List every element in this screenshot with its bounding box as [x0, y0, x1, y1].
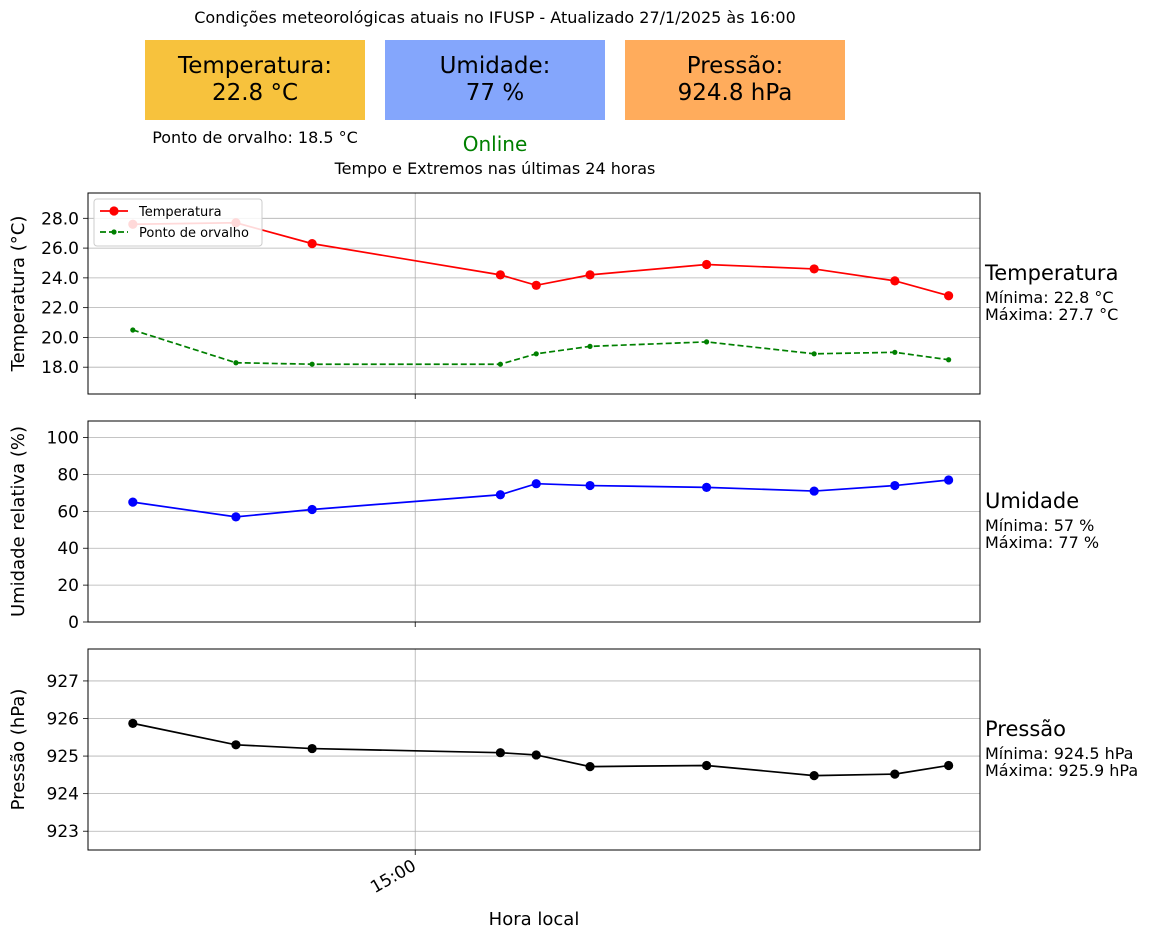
data-point — [495, 270, 505, 280]
data-point — [533, 351, 539, 357]
data-point — [892, 349, 898, 355]
data-point — [495, 748, 505, 758]
side-max-label: Máxima: 27.7 °C — [985, 305, 1118, 324]
plot-frame — [87, 420, 981, 623]
data-point — [703, 339, 710, 345]
data-point — [307, 743, 317, 754]
humidity-card: Umidade: 77 % — [385, 40, 605, 120]
y-tick-label: 925 — [47, 747, 79, 767]
side-title: Pressão — [985, 717, 1066, 741]
side-title: Umidade — [985, 489, 1079, 513]
y-tick-label: 60 — [57, 502, 79, 522]
data-point — [811, 351, 817, 357]
data-point — [944, 760, 954, 771]
data-point — [233, 360, 239, 366]
y-tick-label: 923 — [47, 822, 79, 842]
data-point — [231, 740, 241, 750]
y-tick-label: 100 — [47, 429, 79, 449]
y-tick-label: 18.0 — [41, 358, 79, 378]
series-line-2-0 — [132, 722, 949, 777]
data-point — [307, 239, 317, 249]
data-point — [531, 479, 541, 489]
data-point — [585, 761, 595, 772]
humidity-card-label: Umidade: — [439, 53, 551, 79]
y-tick-label: 924 — [47, 785, 79, 805]
y-tick-label: 26.0 — [41, 239, 79, 259]
series-line-1-0 — [132, 479, 949, 518]
legend-label-0: Temperatura — [138, 205, 222, 220]
pressure-card-value: 924.8 hPa — [677, 80, 793, 106]
x-tick-label: 15:00 — [367, 856, 419, 898]
data-point — [130, 327, 136, 333]
y-axis-label: Pressão (hPa) — [8, 689, 29, 811]
header-title: Condições meteorológicas atuais no IFUSP… — [194, 8, 796, 27]
data-point — [701, 760, 712, 771]
y-tick-label: 20.0 — [41, 328, 79, 348]
y-tick-label: 926 — [47, 710, 79, 730]
data-point — [531, 280, 541, 290]
plot-frame — [87, 192, 981, 395]
y-tick-label: 24.0 — [41, 269, 79, 289]
x-axis-label: Hora local — [489, 909, 580, 930]
temperature-card-value: 22.8 °C — [211, 80, 299, 106]
data-point — [495, 490, 505, 500]
data-point — [128, 718, 138, 728]
data-point — [585, 480, 595, 491]
pressure-card: Pressão: 924.8 hPa — [625, 40, 845, 120]
humidity-card-value: 77 % — [465, 80, 525, 106]
temperature-card-label: Temperatura: — [178, 53, 332, 79]
data-point — [809, 486, 819, 496]
data-point — [701, 482, 712, 492]
data-point — [809, 264, 819, 274]
charts-subtitle: Tempo e Extremos nas últimas 24 horas — [334, 159, 656, 178]
data-point — [531, 750, 541, 760]
data-point — [587, 343, 593, 349]
data-point — [231, 512, 241, 522]
y-tick-label: 28.0 — [41, 209, 79, 229]
legend-box — [93, 198, 263, 247]
data-point — [309, 361, 315, 367]
data-point — [497, 361, 503, 367]
y-axis-label: Temperatura (°C) — [8, 216, 29, 373]
data-point — [944, 291, 954, 301]
pressure-card-label: Pressão: — [686, 53, 784, 79]
status-badge: Online — [462, 132, 528, 156]
data-point — [946, 357, 952, 363]
y-tick-label: 40 — [57, 539, 79, 559]
side-title: Temperatura — [984, 261, 1118, 285]
y-tick-label: 22.0 — [41, 299, 79, 319]
temperature-card: Temperatura: 22.8 °C — [145, 40, 365, 120]
data-point — [809, 771, 819, 781]
y-axis-label: Umidade relativa (%) — [8, 426, 29, 617]
plot-frame — [87, 648, 981, 851]
side-max-label: Máxima: 925.9 hPa — [985, 761, 1138, 780]
data-point — [585, 270, 595, 280]
data-point — [890, 480, 900, 491]
side-max-label: Máxima: 77 % — [985, 533, 1099, 552]
data-point — [944, 475, 954, 485]
side-min-label: Mínima: 924.5 hPa — [985, 744, 1133, 763]
side-min-label: Mínima: 22.8 °C — [985, 288, 1114, 307]
side-min-label: Mínima: 57 % — [985, 516, 1094, 535]
data-point — [701, 259, 712, 270]
legend-marker-1 — [111, 229, 117, 235]
data-point — [307, 504, 317, 515]
y-tick-label: 20 — [57, 576, 79, 596]
legend-marker-0 — [109, 206, 119, 216]
legend-label-1: Ponto de orvalho — [139, 226, 249, 241]
series-line-0-1 — [132, 329, 949, 366]
series-line-0-0 — [132, 221, 949, 297]
y-tick-label: 927 — [47, 672, 79, 692]
dew-point-text: Ponto de orvalho: 18.5 °C — [152, 128, 358, 147]
y-tick-label: 0 — [68, 613, 79, 633]
y-tick-label: 80 — [57, 465, 79, 485]
data-point — [890, 276, 900, 286]
data-point — [890, 769, 900, 779]
data-point — [128, 497, 138, 507]
